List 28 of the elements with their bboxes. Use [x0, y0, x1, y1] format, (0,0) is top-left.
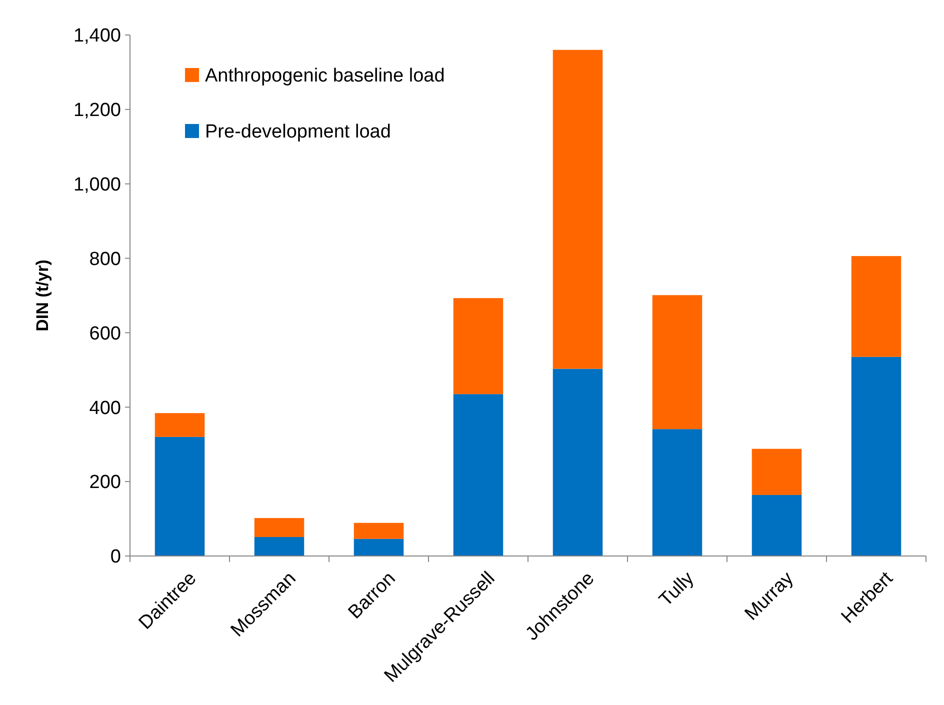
y-tick-label: 400 [89, 398, 121, 419]
y-tick-label: 600 [89, 323, 121, 344]
bar [752, 448, 802, 495]
bar [652, 295, 702, 430]
bar [154, 413, 205, 437]
legend-label: Anthropogenic baseline load [205, 66, 445, 87]
bar [752, 494, 802, 556]
y-tick-label: 0 [110, 546, 121, 568]
y-tick-label: 1,400 [73, 26, 121, 47]
y-axis-title: DIN (t/yr) [33, 260, 52, 332]
y-tick-label: 800 [89, 248, 121, 270]
bar [552, 50, 603, 369]
bar [254, 537, 304, 556]
bar [552, 368, 603, 556]
bar [453, 298, 504, 394]
y-tick-label: 1,200 [73, 100, 121, 122]
bar [254, 518, 304, 538]
bar [154, 436, 205, 556]
bar [354, 522, 404, 539]
bar [851, 256, 902, 357]
bar [453, 394, 504, 556]
x-tick-label: Tully [655, 568, 699, 611]
y-tick-label: 1,000 [73, 174, 121, 196]
y-tick-label: 200 [89, 472, 121, 494]
legend-label: Pre-development load [205, 122, 391, 143]
bar [354, 538, 404, 556]
bar [652, 429, 702, 556]
bar [851, 356, 902, 556]
